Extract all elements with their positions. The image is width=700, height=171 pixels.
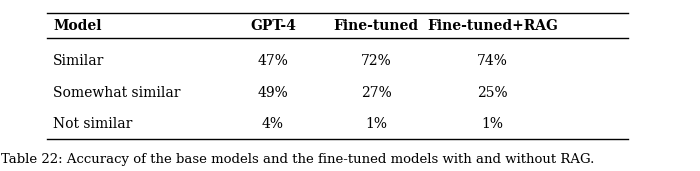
Text: Similar: Similar [53,54,104,68]
Text: 1%: 1% [365,117,387,131]
Text: Model: Model [53,19,102,33]
Text: 4%: 4% [262,117,284,131]
Text: Somewhat similar: Somewhat similar [53,86,181,100]
Text: 27%: 27% [361,86,391,100]
Text: 49%: 49% [258,86,288,100]
Text: 47%: 47% [258,54,288,68]
Text: 74%: 74% [477,54,508,68]
Text: GPT-4: GPT-4 [250,19,296,33]
Text: Fine-tuned: Fine-tuned [334,19,419,33]
Text: Not similar: Not similar [53,117,132,131]
Text: 25%: 25% [477,86,508,100]
Text: 1%: 1% [482,117,503,131]
Text: Fine-tuned+RAG: Fine-tuned+RAG [427,19,558,33]
Text: Table 22: Accuracy of the base models and the fine-tuned models with and without: Table 22: Accuracy of the base models an… [1,153,595,166]
Text: 72%: 72% [361,54,391,68]
